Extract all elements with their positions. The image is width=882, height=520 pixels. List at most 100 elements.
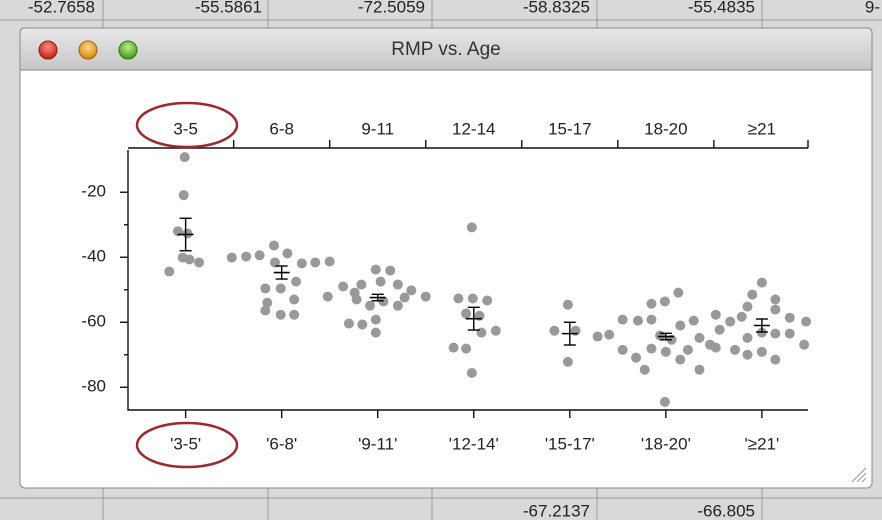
data-point: [351, 294, 362, 305]
data-point: [296, 258, 307, 269]
data-point: [770, 354, 781, 365]
data-point: [742, 301, 753, 312]
data-point: [461, 343, 472, 354]
data-point: [291, 276, 302, 287]
data-point: [490, 325, 501, 336]
data-point: [392, 300, 403, 311]
data-point: [269, 257, 280, 268]
data-point: [289, 309, 300, 320]
data-point: [756, 346, 767, 357]
cell-text: -55.4835: [688, 0, 755, 16]
data-point: [356, 279, 367, 290]
data-point: [673, 287, 684, 298]
data-point: [604, 329, 615, 340]
data-point: [784, 312, 795, 323]
data-point: [260, 283, 271, 294]
data-point: [322, 291, 333, 302]
data-point: [260, 305, 271, 316]
cell-text: 9-: [865, 0, 880, 16]
data-point: [694, 332, 705, 343]
x-tick-label: '15-17': [545, 434, 595, 453]
data-point: [549, 325, 560, 336]
data-point: [770, 294, 781, 305]
data-point: [461, 308, 472, 319]
data-point: [178, 190, 189, 201]
data-point: [659, 396, 670, 407]
data-point: [736, 311, 747, 322]
cell-text: -52.7658: [28, 0, 95, 16]
data-point: [742, 349, 753, 360]
data-point: [289, 294, 300, 305]
cell-text: -66.805: [697, 501, 755, 520]
data-point: [675, 354, 686, 365]
data-point: [453, 293, 464, 304]
error-bar: [369, 293, 386, 302]
error-bar: [177, 217, 194, 252]
data-point: [370, 264, 381, 275]
resize-grip[interactable]: [851, 467, 867, 483]
y-tick-label: -20: [81, 182, 106, 201]
data-point: [448, 342, 459, 353]
data-point: [617, 314, 628, 325]
data-point: [592, 331, 603, 342]
x-tick-label: '9-11': [358, 434, 397, 453]
data-point: [562, 356, 573, 367]
data-point: [799, 339, 810, 350]
data-point: [730, 344, 741, 355]
data-point: [784, 328, 795, 339]
data-point: [714, 324, 725, 335]
y-tick-label: -80: [81, 377, 106, 396]
window: [19, 27, 873, 489]
data-point: [675, 320, 686, 331]
window-title: RMP vs. Age: [391, 39, 500, 60]
data-point: [617, 344, 628, 355]
data-point: [660, 346, 671, 357]
data-point: [659, 296, 670, 307]
minimize-button[interactable]: [78, 40, 98, 60]
data-point: [338, 281, 349, 292]
close-button[interactable]: [38, 40, 58, 60]
x-tick-label: '12-14': [449, 434, 499, 453]
data-point: [756, 277, 767, 288]
title-bar: [19, 27, 873, 71]
top-category-label: 3-5: [173, 119, 198, 138]
data-point: [639, 364, 650, 375]
cell-text: -58.8325: [523, 0, 590, 16]
data-point: [710, 342, 721, 353]
x-tick-label: '≥21': [745, 434, 780, 453]
data-point: [343, 318, 354, 329]
data-point: [476, 327, 487, 338]
data-point: [194, 257, 205, 268]
data-point: [633, 315, 643, 326]
data-point: [467, 293, 478, 304]
data-point: [770, 304, 781, 315]
data-point: [466, 222, 477, 233]
cell-text: -55.5861: [195, 0, 262, 16]
top-category-label: ≥21: [748, 119, 776, 138]
data-point: [164, 266, 175, 277]
data-point: [399, 292, 410, 303]
x-tick-label: '3-5': [170, 434, 201, 453]
zoom-button[interactable]: [118, 40, 138, 60]
data-point: [406, 285, 417, 296]
data-point: [466, 367, 477, 378]
x-tick-label: '6-8': [266, 434, 297, 453]
data-point: [262, 297, 273, 308]
data-point: [357, 319, 368, 330]
highlight-ellipse: [135, 421, 239, 469]
data-point: [275, 309, 286, 320]
data-point: [655, 330, 666, 341]
data-point: [688, 315, 699, 326]
data-point: [646, 298, 657, 309]
x-tick-label: '18-20': [641, 434, 691, 453]
y-tick-label: -40: [81, 247, 106, 266]
data-point: [268, 240, 279, 251]
top-category-label: 12-14: [452, 119, 495, 138]
highlight-ellipse: [135, 101, 239, 149]
data-point: [482, 295, 493, 306]
top-category-label: 6-8: [269, 119, 294, 138]
top-category-label: 15-17: [548, 119, 591, 138]
data-point: [725, 316, 736, 327]
data-point: [241, 251, 252, 262]
